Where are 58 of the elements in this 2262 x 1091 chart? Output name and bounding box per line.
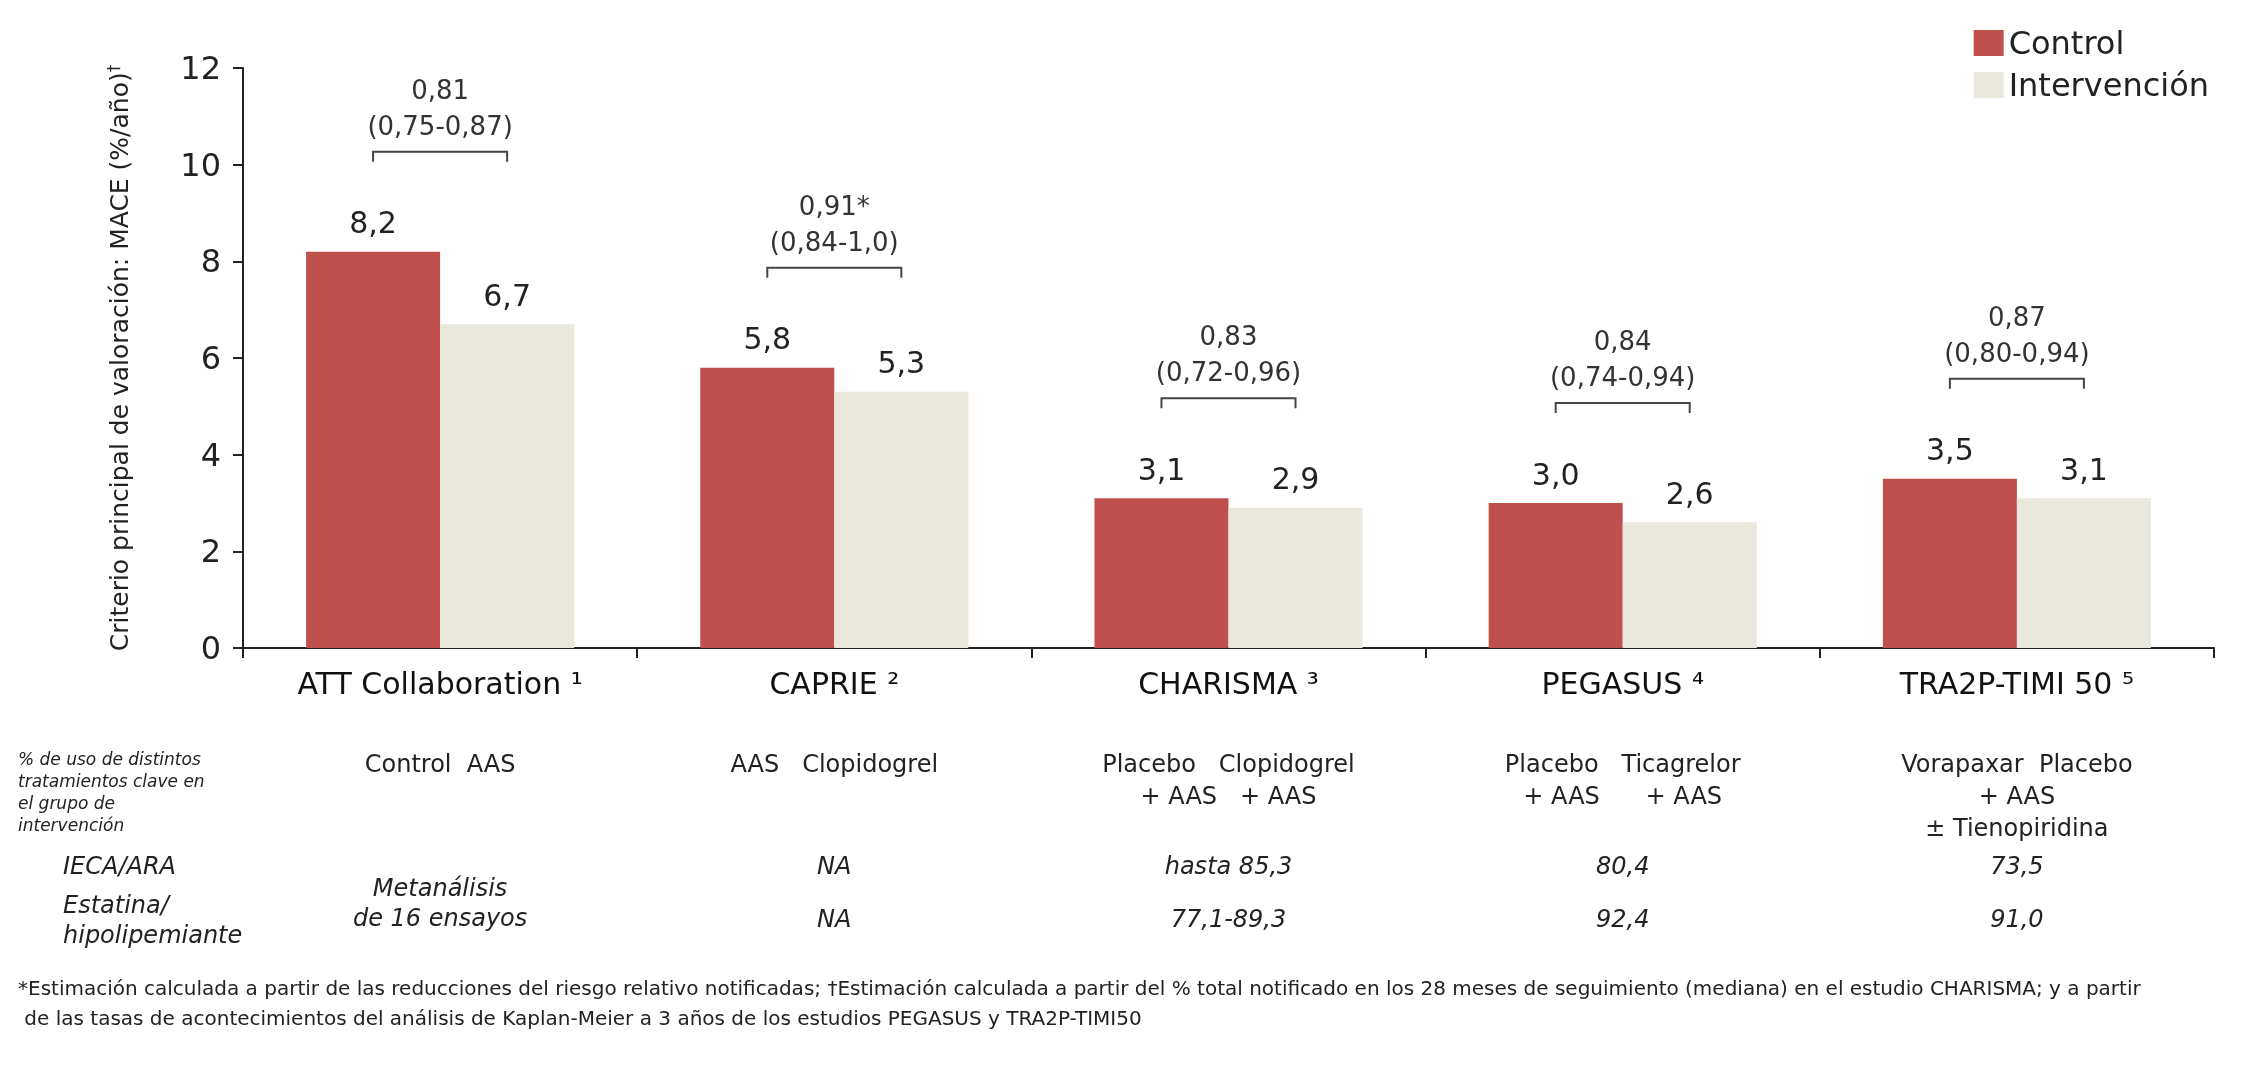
x-tick-label: TRA2P-TIMI 50 ⁵ (1898, 665, 2135, 701)
text: AAS Clopidogrel (730, 750, 939, 778)
legend-label: Intervención (2008, 66, 2209, 104)
x-tick-label: PEGASUS ⁴ (1541, 665, 1704, 701)
y-tick-label: 10 (180, 145, 221, 184)
bar (1622, 522, 1757, 648)
text: NA (817, 851, 852, 880)
text: Metanálisis de 16 ensayos (352, 874, 528, 932)
bar (834, 391, 969, 648)
data-label: 2,6 (1665, 475, 1714, 511)
bar (1094, 498, 1229, 648)
text: 80,4 (1595, 851, 1650, 880)
text: Control AAS (364, 750, 516, 778)
data-label: 6,7 (483, 277, 531, 313)
annotation: 0,87 (0,80-0,94) (1944, 301, 2090, 368)
annotation: 0,81 (0,75-0,87) (367, 74, 513, 141)
data-label: 5,3 (877, 345, 926, 381)
text: *Estimación calculada a partir de las reducciones del riesgo relativo notificadas; †Estimación calculada a partir del % total notificado en los 28 meses de seguimiento (mediana) en el estudio CHARISMA; y a partir de las tasas de acontecimientos del análisis de Kaplan-Meier a 3 años de los estudios PEGASUS y TRA2P-TIMI50 (18, 976, 2142, 1030)
bar (306, 251, 441, 648)
data-label: 5,8 (743, 321, 792, 357)
text: Placebo Ticagrelor + AAS + AAS (1504, 750, 1741, 810)
text: hasta 85,3 (1164, 851, 1293, 880)
y-tick-label: 2 (200, 532, 221, 571)
data-label: 8,2 (349, 205, 397, 241)
data-label: 3,0 (1531, 456, 1580, 492)
y-tick-label: 8 (200, 242, 221, 281)
bar (2016, 498, 2151, 648)
annotation: 0,83 (0,72-0,96) (1155, 321, 1302, 388)
text: 92,4 (1595, 904, 1650, 933)
bar (1882, 478, 2017, 648)
annotation: 0,91* (0,84-1,0) (769, 190, 899, 257)
y-tick-label: 4 (200, 435, 221, 474)
text: IECA/ARA (63, 851, 177, 880)
data-label: 3,1 (1137, 451, 1186, 487)
x-tick-label: CHARISMA ³ (1138, 665, 1319, 701)
text: Placebo Clopidogrel + AAS + AAS (1102, 750, 1355, 810)
text: 77,1-89,3 (1170, 904, 1287, 933)
text: 73,5 (1990, 851, 2044, 880)
y-axis-title: Criterio principal de valoración: MACE (%/año)† (104, 64, 134, 652)
x-tick-label: ATT Collaboration ¹ (297, 665, 583, 701)
data-label: 3,5 (1926, 432, 1974, 468)
x-tick-label: CAPRIE ² (769, 665, 900, 701)
y-tick-label: 12 (180, 49, 221, 87)
y-tick-label: 0 (200, 629, 221, 667)
text: 91,0 (1990, 904, 2044, 933)
y-tick-label: 6 (200, 339, 221, 377)
data-label: 3,1 (2060, 451, 2108, 487)
annotation: 0,84 (0,74-0,94) (1549, 326, 1696, 392)
bar (440, 324, 575, 648)
bar (1228, 507, 1363, 648)
text: NA (817, 904, 852, 933)
text: Estatina/ hipolipemiante (63, 891, 243, 949)
bar (1488, 503, 1623, 648)
legend-label: Control (2008, 24, 2125, 62)
bar (700, 367, 835, 648)
text: Vorapaxar Placebo + AAS ± Tienopiridina (1901, 750, 2133, 842)
data-label: 2,9 (1271, 461, 1320, 497)
text: % de uso de distintos tratamientos clave en el grupo de intervención (18, 749, 205, 835)
